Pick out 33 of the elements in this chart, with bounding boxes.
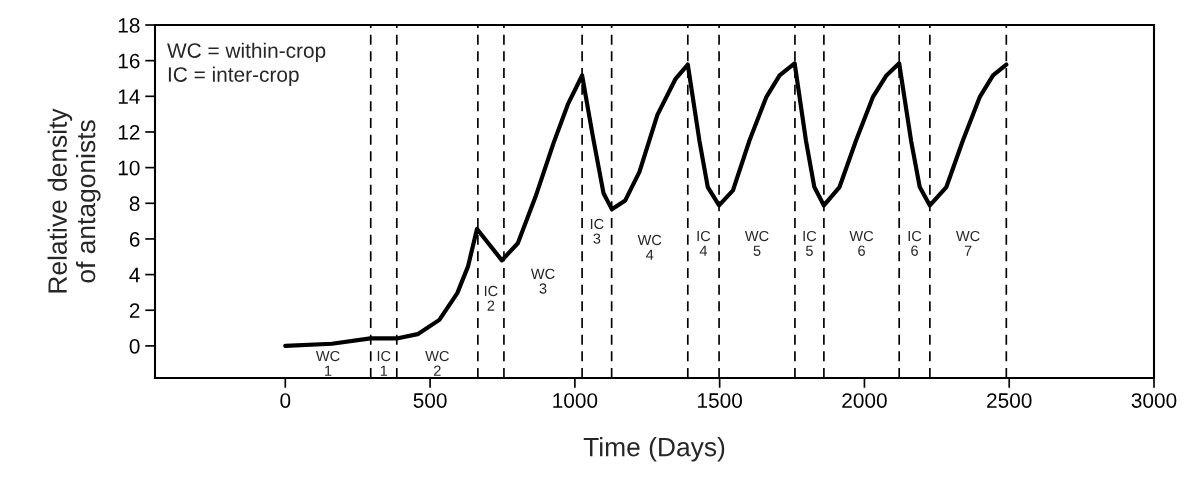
x-tick-label: 2000 (842, 393, 887, 408)
x-tick-label: 500 (413, 393, 447, 408)
annotation: IC 2 (484, 285, 498, 311)
y-tick-label: 12 (118, 124, 140, 140)
x-tick-label: 2500 (987, 393, 1032, 408)
annotation: IC 5 (803, 230, 817, 256)
annotation: IC 6 (908, 230, 922, 256)
annotation: WC 4 (637, 234, 662, 260)
y-axis-title: Relative density of antagonists (47, 108, 101, 293)
y-tick-label: 4 (129, 267, 140, 283)
y-tick-label: 0 (129, 338, 140, 354)
y-tick-label: 14 (118, 89, 140, 104)
annotation: WC 5 (744, 230, 769, 256)
x-axis-title: Time (Days) (583, 437, 725, 462)
annotation: WC 2 (425, 350, 449, 376)
annotation: WC = within-crop IC = inter-crop (167, 42, 326, 87)
y-tick-label: 8 (129, 196, 140, 212)
annotation: IC 1 (377, 350, 391, 376)
x-tick-label: 0 (280, 393, 291, 408)
y-tick-label: 6 (129, 231, 140, 247)
annotation: IC 4 (697, 230, 711, 256)
annotation: WC 7 (956, 230, 980, 256)
x-tick-label: 1000 (553, 393, 598, 408)
y-tick-label: 10 (118, 160, 140, 176)
y-tick-label: 2 (129, 303, 140, 318)
annotation: WC 6 (849, 230, 874, 256)
y-tick-label: 18 (118, 18, 140, 33)
y-tick-label: 16 (118, 53, 140, 69)
annotation: WC 1 (315, 350, 340, 376)
annotation: WC 3 (530, 268, 555, 294)
x-tick-label: 3000 (1131, 393, 1177, 408)
x-tick-label: 1500 (698, 393, 743, 408)
annotation: IC 3 (590, 218, 604, 244)
